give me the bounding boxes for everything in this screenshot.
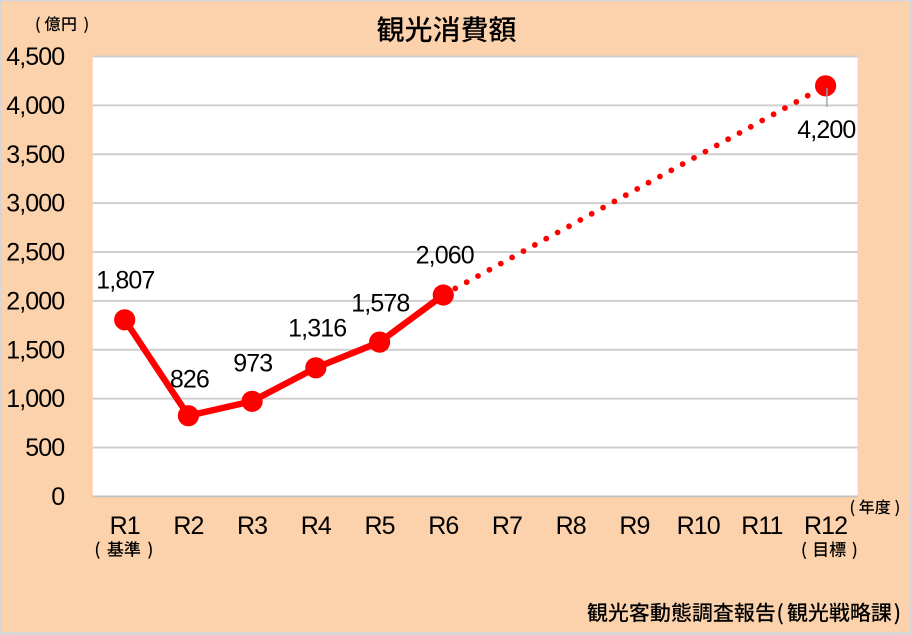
- svg-text:4,000: 4,000: [6, 92, 64, 120]
- svg-text:826: 826: [170, 366, 209, 394]
- svg-text:1,578: 1,578: [351, 290, 409, 318]
- svg-text:R1: R1: [110, 512, 140, 540]
- svg-text:R11: R11: [741, 512, 782, 540]
- svg-text:973: 973: [233, 349, 272, 377]
- svg-text:R6: R6: [428, 512, 458, 540]
- svg-text:3,500: 3,500: [6, 141, 64, 169]
- svg-text:1,316: 1,316: [288, 315, 346, 343]
- svg-text:R4: R4: [301, 512, 332, 540]
- svg-text:R7: R7: [492, 512, 522, 540]
- svg-text:2,060: 2,060: [416, 241, 474, 269]
- svg-text:0: 0: [51, 483, 64, 511]
- svg-text:1,807: 1,807: [96, 266, 154, 294]
- svg-text:R12: R12: [804, 512, 847, 540]
- svg-text:3,000: 3,000: [6, 190, 64, 218]
- svg-text:R9: R9: [619, 512, 649, 540]
- svg-text:2,000: 2,000: [6, 288, 64, 316]
- svg-text:500: 500: [25, 434, 64, 462]
- svg-text:R8: R8: [556, 512, 586, 540]
- svg-text:4,200: 4,200: [797, 116, 855, 144]
- svg-text:R10: R10: [677, 512, 720, 540]
- svg-text:R3: R3: [237, 512, 267, 540]
- svg-text:R5: R5: [365, 512, 395, 540]
- svg-text:1,500: 1,500: [6, 336, 64, 364]
- svg-text:4,500: 4,500: [6, 43, 64, 71]
- svg-text:1,000: 1,000: [6, 385, 64, 413]
- svg-text:R2: R2: [173, 512, 203, 540]
- svg-text:2,500: 2,500: [6, 239, 64, 267]
